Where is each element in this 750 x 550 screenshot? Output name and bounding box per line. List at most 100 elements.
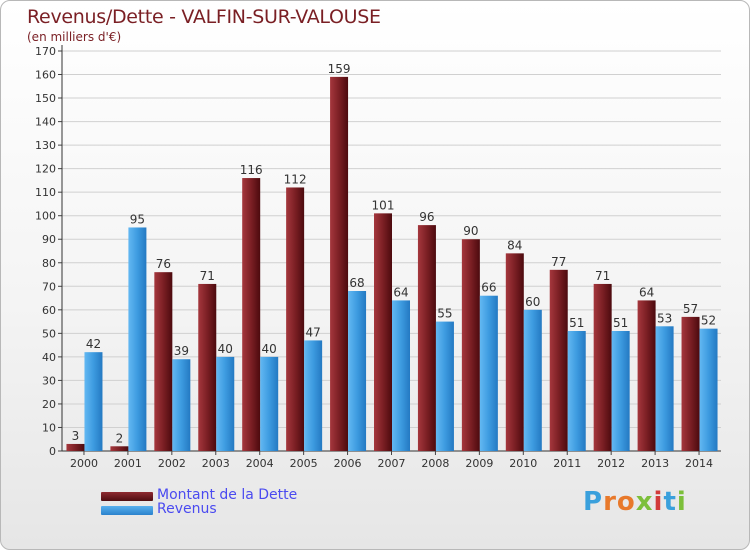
bar-revenus bbox=[172, 359, 191, 451]
data-label-dette: 57 bbox=[683, 302, 698, 316]
y-tick-label: 130 bbox=[35, 139, 56, 152]
x-tick-label: 2001 bbox=[114, 457, 142, 470]
bar-revenus bbox=[348, 291, 367, 451]
data-label-dette: 159 bbox=[328, 62, 351, 76]
chart-title: Revenus/Dette - VALFIN-SUR-VALOUSE bbox=[27, 6, 381, 28]
x-tick-label: 2002 bbox=[158, 457, 186, 470]
x-tick-label: 2007 bbox=[378, 457, 406, 470]
x-tick-label: 2006 bbox=[334, 457, 362, 470]
y-tick-label: 50 bbox=[42, 327, 56, 340]
y-tick-label: 100 bbox=[35, 210, 56, 223]
x-tick-label: 2000 bbox=[70, 457, 98, 470]
bar-dette bbox=[417, 225, 436, 451]
data-label-dette: 84 bbox=[507, 238, 522, 252]
logo-letter: x bbox=[635, 487, 654, 517]
data-label-revenus: 47 bbox=[305, 325, 320, 339]
bar-revenus bbox=[435, 321, 454, 451]
data-label-revenus: 51 bbox=[613, 316, 628, 330]
data-label-dette: 77 bbox=[551, 255, 566, 269]
bar-dette bbox=[286, 187, 305, 451]
bar-revenus bbox=[216, 356, 235, 451]
data-label-dette: 90 bbox=[463, 224, 478, 238]
bar-dette bbox=[505, 253, 524, 451]
data-label-revenus: 51 bbox=[569, 316, 584, 330]
bar-revenus bbox=[523, 309, 542, 451]
y-tick-label: 150 bbox=[35, 92, 56, 105]
x-tick-label: 2010 bbox=[509, 457, 537, 470]
bar-dette bbox=[549, 269, 568, 451]
data-label-dette: 101 bbox=[372, 198, 395, 212]
bar-revenus bbox=[567, 331, 586, 451]
y-tick-label: 0 bbox=[49, 445, 56, 458]
data-label-dette: 116 bbox=[240, 163, 263, 177]
x-tick-label: 2005 bbox=[290, 457, 318, 470]
y-tick-label: 120 bbox=[35, 163, 56, 176]
y-tick-label: 110 bbox=[35, 186, 56, 199]
y-tick-label: 70 bbox=[42, 280, 56, 293]
data-label-revenus: 66 bbox=[481, 281, 496, 295]
bar-dette bbox=[66, 443, 85, 451]
data-label-dette: 71 bbox=[200, 269, 215, 283]
legend-swatch-dette bbox=[101, 492, 153, 501]
bar-revenus bbox=[304, 340, 323, 451]
bar-revenus bbox=[479, 295, 498, 451]
y-tick-label: 20 bbox=[42, 398, 56, 411]
x-tick-label: 2011 bbox=[553, 457, 581, 470]
x-tick-label: 2008 bbox=[421, 457, 449, 470]
bar-revenus bbox=[392, 300, 410, 451]
bar-dette bbox=[461, 239, 480, 451]
bar-revenus bbox=[84, 352, 103, 451]
bar-dette bbox=[154, 272, 173, 451]
y-tick-label: 160 bbox=[35, 69, 56, 82]
data-label-revenus: 60 bbox=[525, 295, 540, 309]
y-tick-label: 140 bbox=[35, 116, 56, 129]
bar-dette bbox=[681, 316, 700, 451]
bar-dette bbox=[637, 300, 656, 451]
logo-letter: t bbox=[663, 487, 677, 517]
data-label-revenus: 42 bbox=[86, 337, 101, 351]
data-label-revenus: 68 bbox=[349, 276, 364, 290]
y-tick-label: 10 bbox=[42, 421, 56, 434]
legend-label-dette: Montant de la Dette bbox=[157, 487, 298, 503]
bar-dette bbox=[242, 178, 261, 451]
data-label-revenus: 55 bbox=[437, 307, 452, 321]
data-label-revenus: 40 bbox=[262, 342, 277, 356]
logo-letter: P bbox=[583, 487, 604, 517]
legend-swatch-revenus bbox=[101, 506, 153, 515]
data-label-dette: 64 bbox=[639, 285, 654, 299]
logo-letter: o bbox=[616, 487, 636, 517]
data-label-dette: 76 bbox=[156, 257, 171, 271]
data-label-dette: 96 bbox=[419, 210, 434, 224]
data-label-dette: 3 bbox=[72, 429, 80, 443]
data-label-revenus: 40 bbox=[218, 342, 233, 356]
data-label-revenus: 53 bbox=[657, 311, 672, 325]
bar-dette bbox=[110, 446, 129, 451]
bar-revenus bbox=[260, 356, 279, 451]
data-label-dette: 112 bbox=[284, 172, 307, 186]
bar-dette bbox=[374, 213, 392, 451]
y-tick-label: 30 bbox=[42, 374, 56, 387]
x-tick-label: 2003 bbox=[202, 457, 230, 470]
y-tick-label: 90 bbox=[42, 233, 56, 246]
x-tick-label: 2013 bbox=[641, 457, 669, 470]
bar-revenus bbox=[128, 227, 147, 451]
data-label-dette: 2 bbox=[116, 431, 124, 445]
data-label-revenus: 52 bbox=[701, 314, 716, 328]
data-label-revenus: 64 bbox=[393, 285, 408, 299]
data-label-revenus: 95 bbox=[130, 212, 145, 226]
proxiti-logo: Proxiti bbox=[583, 487, 687, 517]
data-label-revenus: 39 bbox=[174, 344, 189, 358]
logo-letter: r bbox=[603, 487, 617, 517]
bar-revenus bbox=[611, 331, 630, 451]
y-tick-label: 170 bbox=[35, 45, 56, 58]
x-tick-label: 2012 bbox=[597, 457, 625, 470]
logo-letter: i bbox=[676, 487, 687, 517]
logo-letter: i bbox=[653, 487, 664, 517]
bar-revenus bbox=[699, 328, 718, 451]
bar-dette bbox=[330, 76, 349, 451]
x-tick-label: 2014 bbox=[685, 457, 713, 470]
data-label-dette: 71 bbox=[595, 269, 610, 283]
x-tick-label: 2009 bbox=[465, 457, 493, 470]
